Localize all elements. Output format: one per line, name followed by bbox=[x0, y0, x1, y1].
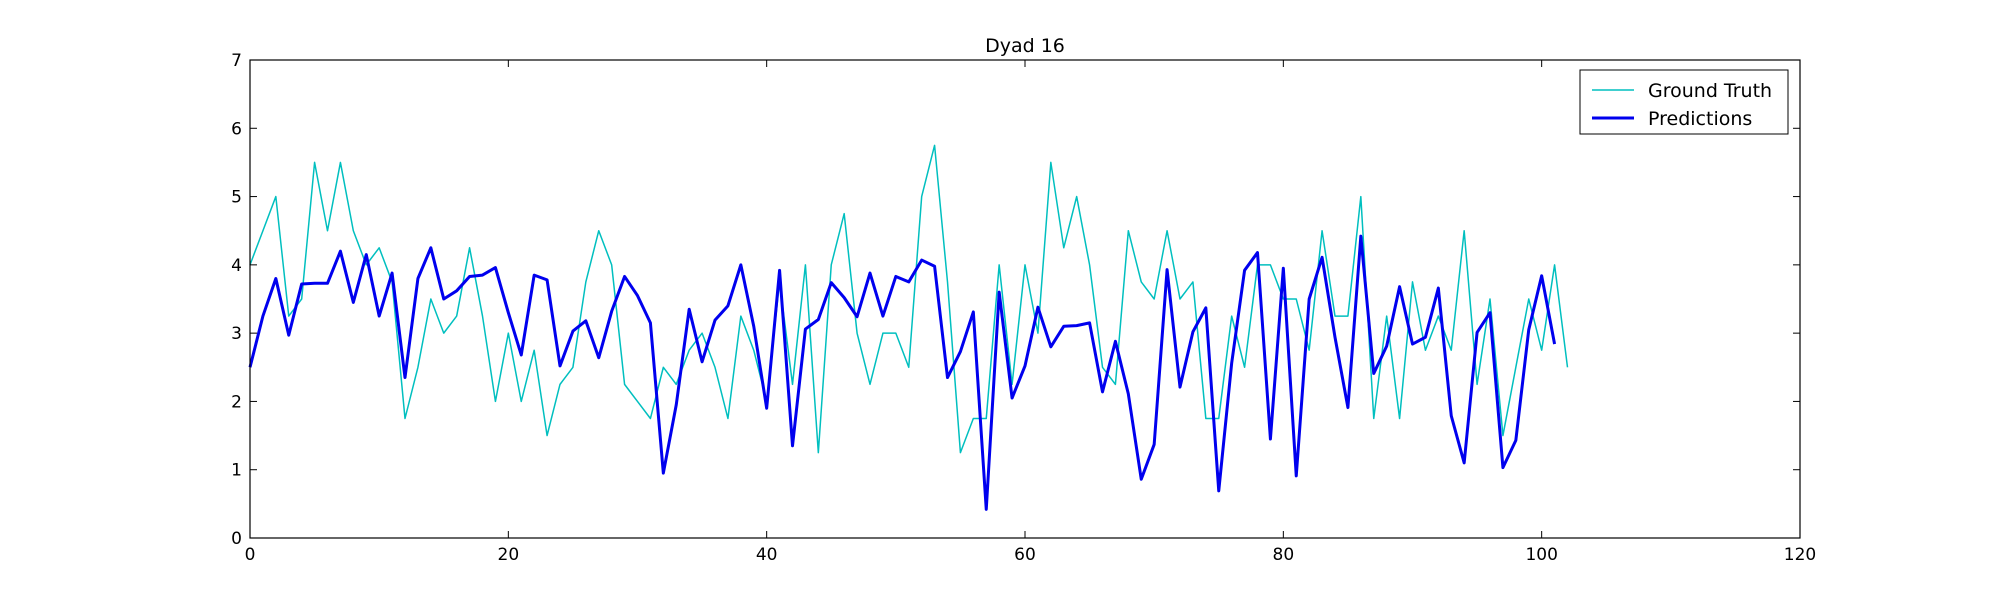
y-tick-label: 4 bbox=[231, 256, 242, 276]
y-tick-label: 6 bbox=[231, 119, 242, 139]
x-tick-label: 120 bbox=[1784, 545, 1816, 565]
x-tick-label: 20 bbox=[498, 545, 520, 565]
y-tick-label: 3 bbox=[231, 324, 242, 344]
x-tick-label: 80 bbox=[1273, 545, 1295, 565]
y-tick-label: 0 bbox=[231, 529, 242, 549]
chart-title: Dyad 16 bbox=[985, 35, 1065, 57]
y-tick-label: 2 bbox=[231, 392, 242, 412]
legend-box bbox=[1579, 69, 1789, 135]
axis-ticks: 0 20 40 60 80 100 120 0 1 2 3 4 5 6 7 bbox=[231, 51, 1816, 565]
legend-label: Predictions bbox=[1648, 108, 1752, 130]
series-line-ground-truth bbox=[249, 144, 1569, 454]
x-tick-label: 0 bbox=[245, 545, 256, 565]
x-tick-label: 60 bbox=[1014, 545, 1036, 565]
legend-label: Ground Truth bbox=[1648, 80, 1772, 102]
series-line-predictions bbox=[248, 234, 1557, 511]
x-tick-label: 100 bbox=[1525, 545, 1557, 565]
x-tick-label: 40 bbox=[756, 545, 778, 565]
y-tick-label: 7 bbox=[231, 51, 242, 71]
series-layer bbox=[248, 144, 1569, 511]
legend: Ground Truth Predictions bbox=[1579, 69, 1789, 135]
y-tick-label: 1 bbox=[231, 461, 242, 481]
plot-area-frame bbox=[249, 59, 1801, 539]
y-tick-label: 5 bbox=[231, 188, 242, 208]
